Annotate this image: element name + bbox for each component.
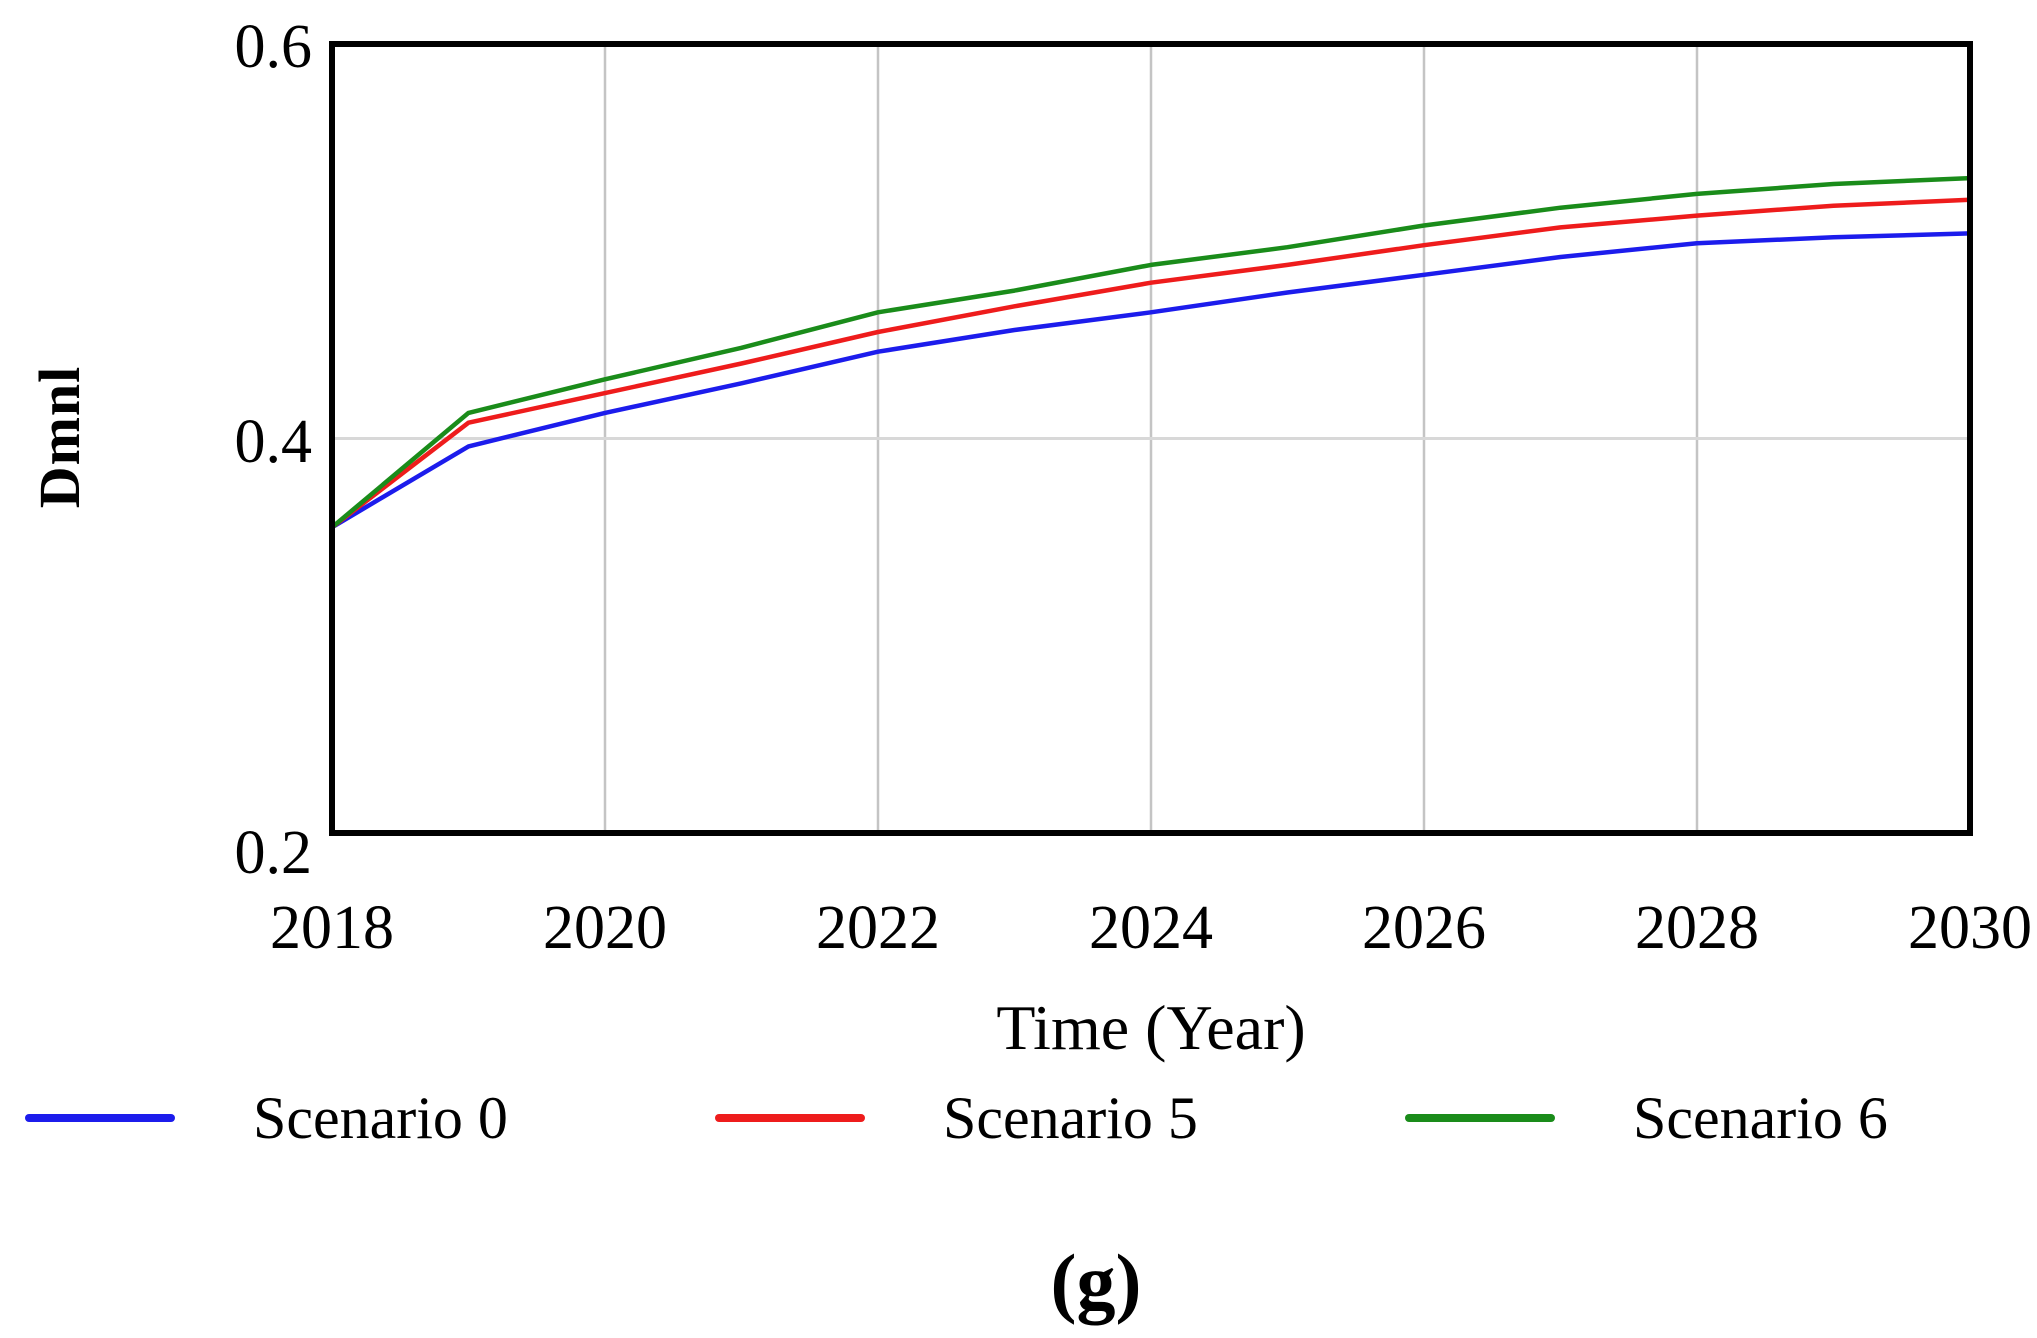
x-tick-label: 2024: [1089, 894, 1213, 962]
x-tick-label: 2020: [543, 894, 667, 962]
legend-line-swatch: [715, 1114, 865, 1122]
x-tick-label: 2022: [816, 894, 940, 962]
x-tick-label: 2026: [1362, 894, 1486, 962]
x-tick-label: 2028: [1635, 894, 1759, 962]
series-line-1: [329, 197, 1973, 530]
legend-label: Scenario 6: [1633, 1085, 1888, 1151]
y-tick-label: 0.6: [234, 13, 313, 81]
series-line-0: [329, 231, 1973, 530]
figure-caption: (g): [1050, 1238, 1142, 1325]
legend-item: Scenario 5: [715, 1078, 1198, 1158]
series-line-2: [329, 175, 1973, 530]
legend-label: Scenario 5: [943, 1085, 1198, 1151]
y-tick-label: 0.4: [234, 407, 313, 476]
x-tick-label: 2030: [1908, 894, 2032, 962]
legend-item: Scenario 0: [25, 1078, 508, 1158]
y-tick-label: 0.2: [234, 819, 313, 887]
legend-label: Scenario 0: [253, 1085, 508, 1151]
x-tick-label: 2018: [270, 894, 394, 962]
y-axis-title: Dmnl: [27, 365, 92, 509]
legend-line-swatch: [1405, 1114, 1555, 1122]
axis-frame: [329, 41, 1973, 836]
x-axis-title: Time (Year): [996, 992, 1306, 1063]
legend-item: Scenario 6: [1405, 1078, 1888, 1158]
legend-line-swatch: [25, 1114, 175, 1122]
